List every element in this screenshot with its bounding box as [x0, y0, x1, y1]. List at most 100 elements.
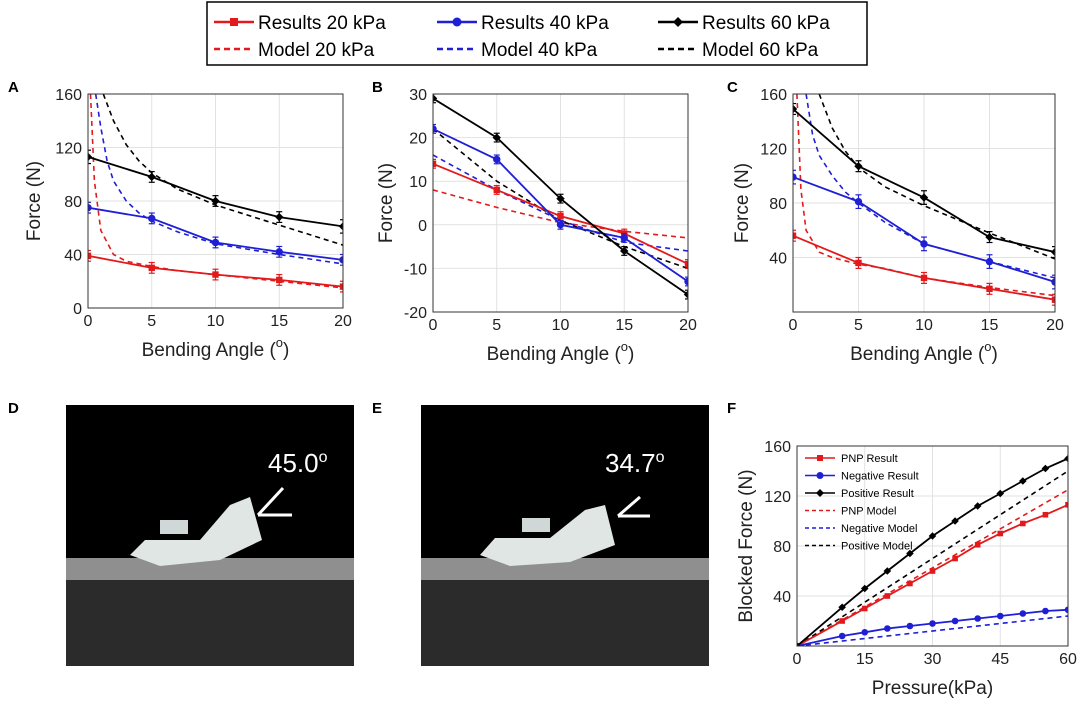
chart-b-ytick-label: -10 — [404, 261, 427, 278]
photo-e-clamp — [522, 518, 550, 532]
chart-b-series-group — [433, 94, 688, 300]
chart-c-series-model-40-kpa-line — [805, 94, 1055, 279]
photo-d-clamp — [160, 520, 188, 534]
chart-f-series-pnp-result-point — [839, 618, 845, 624]
chart-b-series-results-40-kpa-point — [433, 125, 437, 133]
chart-c-series-group — [793, 94, 1055, 306]
chart-a-series-results-60-kpa-point — [338, 222, 343, 231]
chart-a-xtick-label: 0 — [84, 313, 93, 330]
chart-a-series-model-20-kpa-line — [89, 94, 343, 289]
chart-a-series-results-60-kpa-point — [275, 212, 284, 222]
chart-c-series-results-40-kpa-point — [793, 173, 797, 181]
photo-e: 34.7o — [421, 405, 709, 666]
photo-d-actuator — [130, 497, 262, 566]
chart-b-series-results-20-kpa-point — [557, 212, 564, 220]
panel-letter-d: D — [8, 400, 19, 417]
chart-c-xlabel: Bending Angle (o) — [850, 339, 998, 365]
chart-a-series-results-60-kpa-point — [88, 152, 93, 162]
chart-a-series-results-40-kpa-point — [88, 203, 92, 212]
chart-f-series-pnp-result-point — [907, 580, 913, 587]
chart-c-series-results-20-kpa-point — [986, 285, 993, 293]
chart-f-series-pnp-result-point — [929, 568, 936, 574]
photo-d-angle-ray — [256, 486, 285, 517]
chart-f-series-negative-result-point — [861, 628, 869, 636]
chart-c-xtick-label: 5 — [854, 317, 863, 334]
chart-a-series-results-60-kpa-point — [147, 172, 156, 182]
top-legend: Results 20 kPa Results 40 kPa Results 60 k… — [206, 1, 868, 66]
chart-f-ytick-label: 160 — [764, 439, 791, 456]
chart-b-series-results-60-kpa-point — [556, 194, 565, 203]
chart-b-plot-frame — [432, 93, 689, 313]
chart-a-xtick-label: 10 — [207, 313, 225, 330]
chart-f-legend-pnp-model-label: PNP Model — [841, 506, 896, 518]
chart-f-series-positive-result-point — [996, 489, 1005, 498]
chart-a-series-results-20-kpa-point — [148, 264, 155, 272]
chart-a-series-results-20-kpa-point — [339, 283, 343, 290]
chart-f-ylabel: Blocked Force (N) — [736, 469, 757, 622]
chart-f-series-negative-model-line — [797, 615, 1068, 646]
chart-f-series-pnp-result-point — [884, 593, 891, 599]
chart-b-series-model-40-kpa-line — [433, 154, 688, 252]
chart-b-series-results-20-kpa-point — [493, 186, 500, 194]
chart-f-series-positive-result-point — [1064, 454, 1068, 463]
chart-b-series-results-20-kpa-point — [433, 160, 437, 167]
chart-f-series-negative-result-point — [1042, 607, 1049, 615]
chart-f-series-negative-result-point — [838, 632, 846, 640]
chart-f-legend-negative-result-marker — [816, 472, 824, 479]
chart-a-series-results-60-kpa-point — [211, 196, 220, 206]
chart-a-series-results-20-kpa-point — [212, 271, 219, 278]
chart-f-xtick-label: 0 — [793, 651, 802, 668]
chart-f-series-negative-result-point — [974, 615, 981, 622]
chart-c-xtick-label: 0 — [789, 317, 798, 334]
top-legend-model-40-kpa-label: Model 40 kPa — [481, 40, 598, 61]
chart-b-ytick-label: 20 — [409, 131, 427, 148]
photo-d-base — [66, 580, 354, 666]
chart-a-xtick-label: 15 — [270, 313, 288, 330]
chart-b-ylabel: Force (N) — [376, 163, 397, 243]
panel-letter-c: C — [727, 79, 738, 96]
chart-b-xtick-label: 20 — [679, 317, 697, 334]
photo-e-angle-ray — [617, 495, 641, 518]
chart-f-series-negative-result-point — [996, 612, 1004, 620]
chart-f-series-pnp-result-line — [797, 503, 1068, 646]
chart-f-series-negative-result-point — [929, 620, 936, 627]
chart-b-series-results-60-kpa-point — [620, 246, 629, 256]
chart-f-ytick-label: 120 — [764, 489, 791, 506]
photo-e-angle-label: 34.7o — [605, 448, 665, 478]
chart-c-series-model-60-kpa-line — [818, 94, 1055, 260]
chart-f-series-group — [797, 454, 1068, 646]
chart-f-legend-positive-result-label: Positive Result — [841, 488, 914, 500]
photo-d: 45.0o — [66, 405, 354, 666]
chart-c-ytick-label: 40 — [769, 251, 787, 268]
chart-f-xlabel: Pressure(kPa) — [872, 678, 993, 699]
chart-a-series-results-20-kpa-point — [276, 276, 283, 284]
chart-f-ytick-label: 40 — [773, 589, 791, 606]
chart-c-series-results-60-kpa-point — [854, 162, 863, 171]
chart-c-ylabel: Force (N) — [732, 163, 753, 243]
chart-a-ytick-label: 160 — [55, 87, 82, 104]
chart-c-ytick-label: 120 — [760, 142, 787, 159]
chart-a-xlabel: Bending Angle (o) — [142, 335, 290, 361]
chart-f-series-pnp-model-line — [797, 489, 1068, 646]
chart-f-xtick-label: 30 — [924, 651, 942, 668]
photo-e-base — [421, 580, 709, 666]
chart-a-ylabel: Force (N) — [24, 161, 45, 241]
chart-c-series-results-20-kpa-point — [1051, 296, 1055, 303]
chart-f-series-negative-result-point — [906, 622, 914, 630]
chart-c-series-results-40-kpa-point — [920, 240, 928, 248]
chart-f-series-negative-result-point — [884, 625, 891, 632]
chart-f-ytick-label: 80 — [773, 539, 791, 556]
panel-letter-f: F — [727, 400, 736, 417]
chart-a-series-results-40-kpa-point — [339, 256, 343, 264]
top-legend-model-60-kpa-label: Model 60 kPa — [702, 40, 819, 61]
chart-f-series-pnp-result-point — [861, 605, 868, 612]
top-legend-box — [206, 1, 868, 66]
chart-f-series-negative-result-point — [951, 617, 959, 625]
chart-b-ytick-label: 10 — [409, 174, 427, 191]
chart-a: 0 5 10 15 20 0 40 80 120 160 Bending Angle (o) Forc… — [24, 87, 352, 361]
chart-a-series-model-60-kpa-line — [102, 94, 343, 246]
photo-e-platform — [421, 558, 709, 580]
chart-f-xtick-label: 15 — [856, 651, 874, 668]
photo-d-angle-label: 45.0o — [268, 448, 328, 478]
chart-c: 0 5 10 15 20 40 80 120 160 Bending Angle (o) Force… — [732, 87, 1064, 365]
